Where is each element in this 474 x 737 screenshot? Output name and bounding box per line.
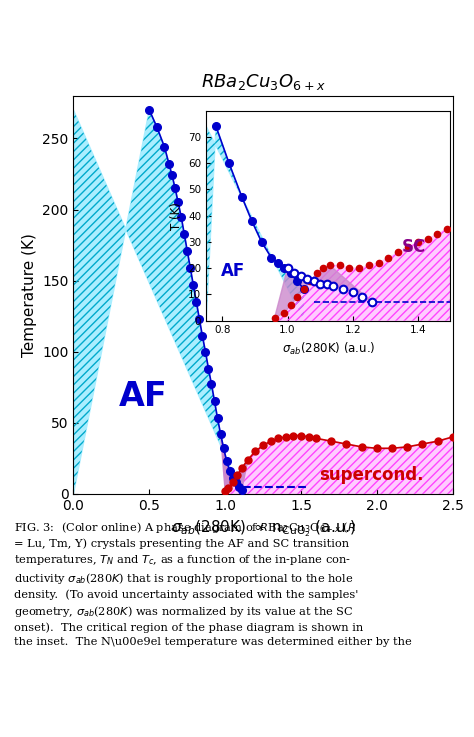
Polygon shape — [220, 434, 248, 491]
Text: AF: AF — [221, 262, 245, 280]
Polygon shape — [206, 126, 304, 321]
Title: $R$Ba$_2$Cu$_3$O$_{6+x}$: $R$Ba$_2$Cu$_3$O$_{6+x}$ — [201, 72, 325, 92]
Legend: $T_N$;, $T_c$: $T_N$;, $T_c$ — [371, 254, 442, 305]
Text: supercond.: supercond. — [319, 466, 424, 483]
Polygon shape — [73, 110, 242, 494]
Text: AF: AF — [119, 380, 168, 413]
Text: FIG. 3:  (Color online) A phase diagram of $R$Ba$_2$Cu$_3$O$_{6+x}$ ($R$
= Lu, T: FIG. 3: (Color online) A phase diagram o… — [14, 520, 412, 646]
X-axis label: $\sigma_{ab}$(280K) $\propto$ n$_{\mathrm{CuO_2}}$ (a.u.): $\sigma_{ab}$(280K) $\propto$ n$_{\mathr… — [171, 518, 356, 539]
Y-axis label: T (K): T (K) — [170, 202, 182, 229]
Polygon shape — [274, 228, 450, 321]
Text: SC: SC — [401, 238, 426, 256]
Y-axis label: Temperature (K): Temperature (K) — [22, 233, 36, 357]
Polygon shape — [225, 436, 453, 494]
Polygon shape — [274, 265, 372, 318]
X-axis label: $\sigma_{ab}$(280K) (a.u.): $\sigma_{ab}$(280K) (a.u.) — [282, 341, 375, 357]
